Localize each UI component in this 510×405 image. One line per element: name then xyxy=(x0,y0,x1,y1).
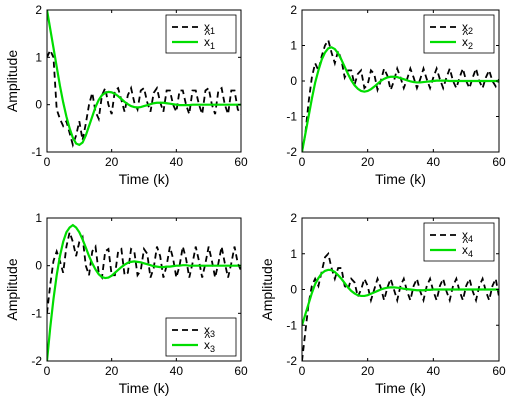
legend-label: x3 xyxy=(204,338,215,354)
series-line-state-4 xyxy=(302,251,499,361)
legend-box xyxy=(423,14,495,54)
y-tick-label: -1 xyxy=(286,318,297,332)
x-tick-label: 40 xyxy=(170,364,184,378)
legend-label: x1 xyxy=(204,35,215,51)
hat-accent: ^ xyxy=(205,28,211,42)
y-tick-label: -1 xyxy=(31,145,42,159)
x-tick-label: 40 xyxy=(170,155,184,169)
y-tick-label: 1 xyxy=(290,247,297,261)
y-tick-label: 1 xyxy=(290,39,297,53)
y-tick-label: -2 xyxy=(31,354,42,368)
legend-label: x1 xyxy=(204,20,215,36)
x-axis-label: Time (k) xyxy=(119,380,170,396)
x-axis-label: Time (k) xyxy=(119,171,170,187)
series-line-state-3 xyxy=(47,228,241,314)
y-tick-label: 1 xyxy=(35,211,42,225)
legend-label: x2 xyxy=(462,35,473,51)
x-tick-label: 0 xyxy=(44,155,51,169)
hat-accent: ^ xyxy=(463,28,469,42)
y-tick-label: -1 xyxy=(286,110,297,124)
y-tick-label: -1 xyxy=(31,306,42,320)
series-line-state-1 xyxy=(47,48,241,148)
hat-accent: ^ xyxy=(463,236,469,250)
legend-label: x4 xyxy=(462,228,473,244)
y-tick-label: 0 xyxy=(35,98,42,112)
x-tick-label: 20 xyxy=(105,364,119,378)
series-line-state-2 xyxy=(302,37,499,152)
hat-accent: ^ xyxy=(205,331,211,345)
series-line-estimate-3 xyxy=(47,223,241,361)
series-line-estimate-2 xyxy=(302,46,499,152)
y-tick-label: 2 xyxy=(290,3,297,17)
x-tick-label: 0 xyxy=(299,155,306,169)
y-tick-label: 0 xyxy=(290,283,297,297)
x-tick-label: 60 xyxy=(234,155,248,169)
legend-label: x2 xyxy=(462,20,473,36)
y-tick-label: 1 xyxy=(35,50,42,64)
axis-frame xyxy=(46,9,242,153)
x-tick-label: 60 xyxy=(492,364,506,378)
x-tick-label: 60 xyxy=(492,155,506,169)
x-axis-label: Time (k) xyxy=(375,171,426,187)
y-axis-label: Amplitude xyxy=(4,258,20,320)
legend-box xyxy=(423,222,495,262)
series-line-estimate-4 xyxy=(302,268,499,326)
legend-box xyxy=(165,317,237,357)
y-tick-label: 2 xyxy=(35,3,42,17)
legend-label: x4 xyxy=(462,243,473,259)
y-tick-label: -2 xyxy=(286,145,297,159)
x-tick-label: 20 xyxy=(105,155,119,169)
y-axis-label: Amplitude xyxy=(4,50,20,112)
y-tick-label: -2 xyxy=(286,354,297,368)
x-tick-label: 40 xyxy=(427,155,441,169)
legend-label: x3 xyxy=(204,323,215,339)
y-axis-label: Amplitude xyxy=(259,258,275,320)
x-tick-label: 60 xyxy=(234,364,248,378)
legend-box xyxy=(165,14,237,54)
axis-frame xyxy=(46,217,242,362)
x-tick-label: 20 xyxy=(361,364,375,378)
x-tick-label: 40 xyxy=(427,364,441,378)
series-line-estimate-1 xyxy=(47,10,241,147)
x-tick-label: 0 xyxy=(44,364,51,378)
y-tick-label: 2 xyxy=(290,211,297,225)
x-tick-label: 0 xyxy=(299,364,306,378)
y-tick-label: 0 xyxy=(290,74,297,88)
x-tick-label: 20 xyxy=(361,155,375,169)
y-tick-label: 0 xyxy=(35,259,42,273)
x-axis-label: Time (k) xyxy=(375,380,426,396)
